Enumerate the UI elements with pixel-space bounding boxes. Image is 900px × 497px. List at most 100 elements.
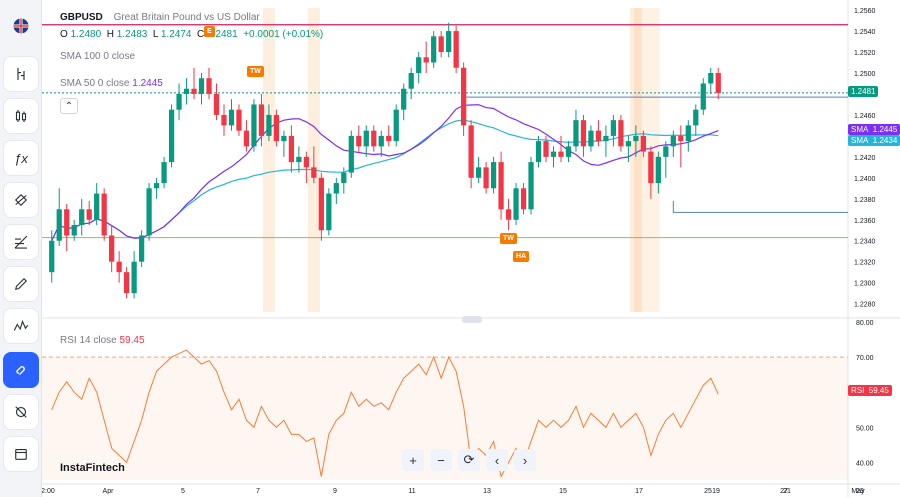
candle-body bbox=[176, 93, 182, 110]
candle bbox=[588, 125, 594, 152]
rsi-price-tag: RSI 59.45 bbox=[848, 385, 892, 396]
trend-line-icon[interactable] bbox=[3, 182, 39, 218]
candle-body bbox=[378, 135, 384, 147]
scroll-right-button[interactable]: › bbox=[514, 449, 536, 471]
drawn-range-line bbox=[672, 200, 848, 213]
candle-body bbox=[438, 36, 444, 53]
candle bbox=[371, 125, 377, 152]
candle bbox=[251, 99, 257, 152]
collapse-legend-button[interactable]: ⌃ bbox=[60, 98, 78, 114]
candle-body bbox=[213, 93, 220, 115]
candle bbox=[116, 251, 122, 283]
candle bbox=[498, 151, 504, 220]
candle-body bbox=[228, 109, 235, 126]
chart-area[interactable]: 1.2560 1.2540 1.2520 1.2500 1.2480 1.2460 1.24… bbox=[42, 0, 900, 497]
candle bbox=[273, 109, 280, 147]
symbol-legend: GBPUSD Great Britain Pound vs US Dollar bbox=[60, 12, 260, 23]
calendar-icon[interactable] bbox=[3, 436, 39, 472]
candle-body bbox=[625, 141, 632, 147]
candle-body bbox=[198, 78, 205, 94]
ha-marker[interactable]: HA bbox=[513, 251, 530, 262]
pane-resize-handle[interactable] bbox=[462, 316, 482, 323]
rsi-axis-label: 50.00 bbox=[856, 425, 874, 432]
candle bbox=[640, 130, 646, 157]
candle-body bbox=[131, 261, 137, 294]
hide-drawings-icon[interactable] bbox=[3, 394, 39, 430]
sma50-line bbox=[51, 104, 719, 241]
candle bbox=[333, 177, 339, 205]
close-value: 1.2481 bbox=[207, 29, 238, 40]
candle-body bbox=[243, 130, 250, 147]
rsi-legend[interactable]: RSI 14 close 59.45 bbox=[60, 335, 145, 346]
open-value: 1.2480 bbox=[70, 29, 102, 40]
event-highlight-column bbox=[629, 8, 642, 312]
candle bbox=[625, 135, 632, 163]
candle-body bbox=[588, 130, 594, 147]
zoom-in-button[interactable]: + bbox=[402, 449, 424, 471]
candle-body bbox=[371, 130, 377, 147]
time-axis-label: 21 bbox=[783, 488, 791, 495]
candle bbox=[386, 125, 392, 147]
scroll-left-button[interactable]: ‹ bbox=[486, 449, 508, 471]
zoom-out-button[interactable]: − bbox=[430, 449, 452, 471]
candle bbox=[79, 198, 85, 236]
candle bbox=[513, 183, 519, 225]
candle bbox=[573, 109, 579, 152]
candle bbox=[198, 72, 205, 105]
candle bbox=[363, 125, 369, 157]
candle bbox=[475, 156, 482, 184]
candle-body bbox=[543, 141, 549, 157]
rsi-axis-label: 80.00 bbox=[856, 320, 874, 327]
candle bbox=[303, 151, 309, 184]
candle-body bbox=[221, 114, 227, 126]
candle-body bbox=[655, 156, 661, 184]
sma50-tag-label: SMA bbox=[851, 125, 869, 134]
crosshair-tool-icon[interactable] bbox=[3, 56, 39, 92]
low-value: 1.2474 bbox=[160, 29, 192, 40]
sma50-legend[interactable]: SMA 50 0 close 1.2445 bbox=[60, 78, 163, 89]
time-axis-label: 17 bbox=[635, 488, 643, 495]
candle bbox=[168, 104, 175, 168]
candle-body bbox=[273, 114, 280, 142]
tw-marker[interactable]: TW bbox=[500, 233, 517, 244]
sma100-legend[interactable]: SMA 100 0 close bbox=[60, 51, 135, 62]
candle bbox=[461, 62, 467, 136]
candle-type-icon[interactable] bbox=[3, 98, 39, 134]
time-axis-label: 13 bbox=[483, 488, 491, 495]
magnet-icon[interactable] bbox=[3, 352, 39, 388]
brush-icon[interactable] bbox=[3, 266, 39, 302]
event-marker[interactable]: E bbox=[204, 26, 215, 37]
candle-body bbox=[520, 188, 527, 210]
candle bbox=[56, 188, 62, 246]
candle bbox=[580, 114, 587, 157]
candle bbox=[49, 230, 55, 283]
candle-body bbox=[146, 188, 152, 236]
candle bbox=[595, 120, 602, 147]
patterns-icon[interactable] bbox=[3, 308, 39, 344]
candle-body bbox=[251, 104, 257, 147]
rsi-tag-value: 59.45 bbox=[868, 386, 889, 395]
flag-icon[interactable] bbox=[3, 8, 39, 44]
candle-body bbox=[191, 88, 197, 94]
candle bbox=[431, 31, 437, 68]
candle-body bbox=[708, 72, 714, 84]
candle bbox=[243, 120, 250, 152]
sma100-price-tag: SMA 1.2434 bbox=[848, 135, 900, 146]
candle bbox=[505, 198, 512, 231]
indicators-icon[interactable]: ƒx bbox=[3, 140, 39, 176]
rsi-tag-label: RSI bbox=[851, 386, 865, 395]
tw-marker[interactable]: TW bbox=[247, 66, 264, 77]
candle-body bbox=[535, 141, 542, 163]
price-chart[interactable]: 1.2560 1.2540 1.2520 1.2500 1.2480 1.2460 1.24… bbox=[42, 0, 900, 497]
candle-body bbox=[386, 135, 392, 142]
candle bbox=[655, 151, 661, 194]
symbol-name[interactable]: GBPUSD bbox=[60, 12, 103, 23]
candle bbox=[708, 67, 714, 94]
candle bbox=[416, 52, 422, 84]
fibonacci-icon[interactable] bbox=[3, 224, 39, 260]
reset-chart-button[interactable]: ⟳ bbox=[458, 449, 480, 471]
candle bbox=[236, 104, 242, 136]
sma100-label: SMA 100 0 close bbox=[60, 51, 136, 62]
sma100-tag-value: 1.2434 bbox=[872, 136, 898, 145]
candle bbox=[490, 156, 497, 194]
